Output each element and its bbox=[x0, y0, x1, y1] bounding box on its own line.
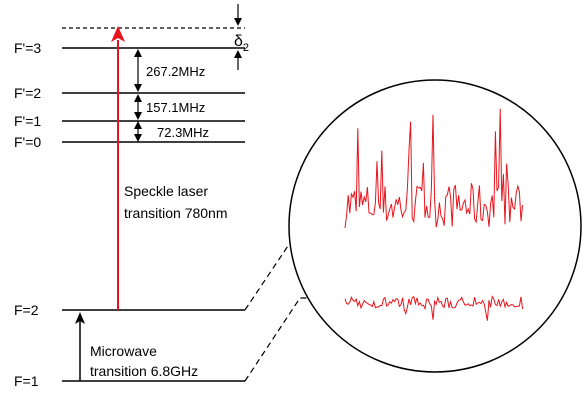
label-fprime-0: F'=0 bbox=[14, 134, 41, 150]
magnifier-circle bbox=[288, 79, 582, 373]
detuning-label: δ2 bbox=[234, 33, 249, 54]
upper-speckle-trace bbox=[344, 108, 524, 229]
microwave-caption-line2: transition 6.8GHz bbox=[90, 363, 198, 379]
microwave-arrowhead bbox=[75, 312, 85, 324]
splitting-label-72: 72.3MHz bbox=[157, 125, 209, 140]
label-fprime-3: F'=3 bbox=[14, 40, 41, 56]
splitting-label-157: 157.1MHz bbox=[146, 100, 205, 115]
laser-caption-line1: Speckle laser bbox=[124, 183, 208, 199]
laser-arrowhead bbox=[111, 26, 125, 42]
label-fprime-2: F'=2 bbox=[14, 85, 41, 101]
microwave-caption-line1: Microwave bbox=[90, 343, 157, 359]
zoom-connector-lower bbox=[244, 297, 345, 382]
lower-speckle-trace bbox=[344, 295, 524, 321]
splitting-label-267: 267.2MHz bbox=[146, 64, 205, 79]
label-f-1: F=1 bbox=[14, 373, 39, 389]
label-fprime-1: F'=1 bbox=[14, 113, 41, 129]
laser-caption-line2: transition 780nm bbox=[124, 205, 228, 221]
zoom-connector-upper bbox=[244, 227, 345, 311]
label-f-2: F=2 bbox=[14, 302, 39, 318]
